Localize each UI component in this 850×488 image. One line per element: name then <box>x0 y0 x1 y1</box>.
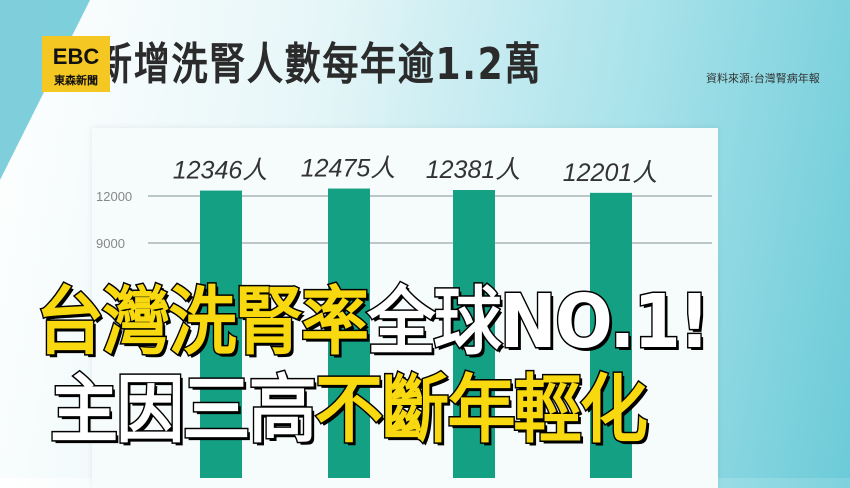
bar <box>590 192 632 478</box>
data-label: 12201人 <box>563 159 658 187</box>
data-label: 12346人 <box>173 157 268 185</box>
logo-subtext: 東森新聞 <box>54 74 98 87</box>
ebc-logo: EBC 東森新聞 <box>42 36 110 92</box>
headline: 新增洗腎人數每年逾1.2萬 <box>96 39 543 88</box>
caption-yellow-2: 不斷年輕化 <box>314 366 650 455</box>
data-source: 資料來源:台灣腎病年報 <box>706 72 820 85</box>
caption-white-2: 主因三高 <box>49 366 319 455</box>
bar-chart: 12000 9000 12346人 12475人 12381人 12201人 <box>96 155 712 478</box>
bar <box>200 190 242 478</box>
caption-yellow-1: 台灣洗腎率 <box>35 278 371 367</box>
caption-line-1: 台灣洗腎率全球NO.1! <box>35 262 712 369</box>
logo-text: EBC <box>52 44 100 69</box>
bar <box>328 188 370 478</box>
y-tick-label: 9000 <box>96 236 125 251</box>
caption-line-2: 主因三高不斷年輕化 <box>49 350 650 457</box>
data-label: 12381人 <box>426 156 521 184</box>
caption-white-1: 全球NO.1! <box>366 278 712 367</box>
data-label: 12475人 <box>301 155 396 183</box>
bar <box>453 190 495 478</box>
y-tick-label: 12000 <box>96 189 132 204</box>
